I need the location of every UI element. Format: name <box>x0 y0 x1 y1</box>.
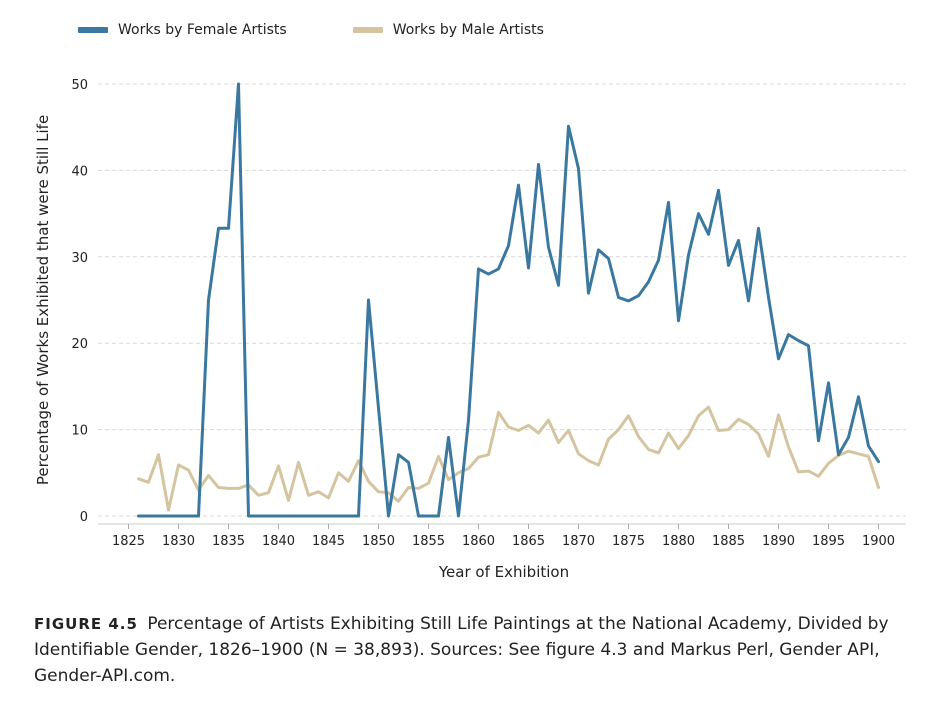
x-tick-label: 1895 <box>812 534 845 549</box>
x-tick-label: 1830 <box>162 534 195 549</box>
figure-caption: FIGURE 4.5 Percentage of Artists Exhibit… <box>34 611 914 689</box>
x-tick-label: 1865 <box>512 534 545 549</box>
x-tick-label: 1875 <box>612 534 645 549</box>
x-tick-label: 1850 <box>362 534 395 549</box>
axes: 0 10 20 30 40 50 1825 1830 1835 1840 1845 1850 1855 1… <box>71 78 906 549</box>
x-tick-label: 1900 <box>862 534 895 549</box>
grid-lines <box>98 83 906 517</box>
y-tick-label: 20 <box>71 337 88 352</box>
x-tick-label: 1880 <box>662 534 695 549</box>
data-series <box>137 82 880 518</box>
x-tick-label: 1890 <box>762 534 795 549</box>
x-tick-label: 1825 <box>112 534 145 549</box>
legend-label-female: Works by Female Artists <box>118 22 287 38</box>
legend-swatch-female <box>78 27 108 33</box>
figure-caption-label: FIGURE 4.5 <box>34 615 138 633</box>
y-axis-title: Percentage of Works Exhibited that were … <box>34 115 52 485</box>
y-tick-label: 50 <box>71 78 88 93</box>
legend-swatch-male <box>352 27 383 33</box>
x-tick-label: 1845 <box>312 534 345 549</box>
legend-entry-male: Works by Male Artists <box>352 22 544 38</box>
y-tick-label: 40 <box>71 164 88 179</box>
series-line-male <box>137 405 880 512</box>
legend-label-male: Works by Male Artists <box>392 22 544 38</box>
y-tick-label: 10 <box>71 424 88 439</box>
figure-caption-text: Percentage of Artists Exhibiting Still L… <box>34 614 889 686</box>
x-tick-label: 1855 <box>412 534 445 549</box>
y-tick-label: 30 <box>71 251 88 266</box>
legend-entry-female: Works by Female Artists <box>78 22 287 38</box>
x-tick-label: 1870 <box>562 534 595 549</box>
x-axis-title: Year of Exhibition <box>438 563 569 581</box>
x-tick-label: 1840 <box>262 534 295 549</box>
y-tick-label: 0 <box>80 510 88 525</box>
x-tick-label: 1835 <box>212 534 245 549</box>
series-line-female <box>137 82 880 518</box>
x-tick-label: 1860 <box>462 534 495 549</box>
chart-legend: Works by Female Artists Works by Male Ar… <box>78 22 544 38</box>
x-tick-label: 1885 <box>712 534 745 549</box>
line-chart: 0 10 20 30 40 50 1825 1830 1835 1840 1845 1850 1855 1… <box>34 78 906 581</box>
